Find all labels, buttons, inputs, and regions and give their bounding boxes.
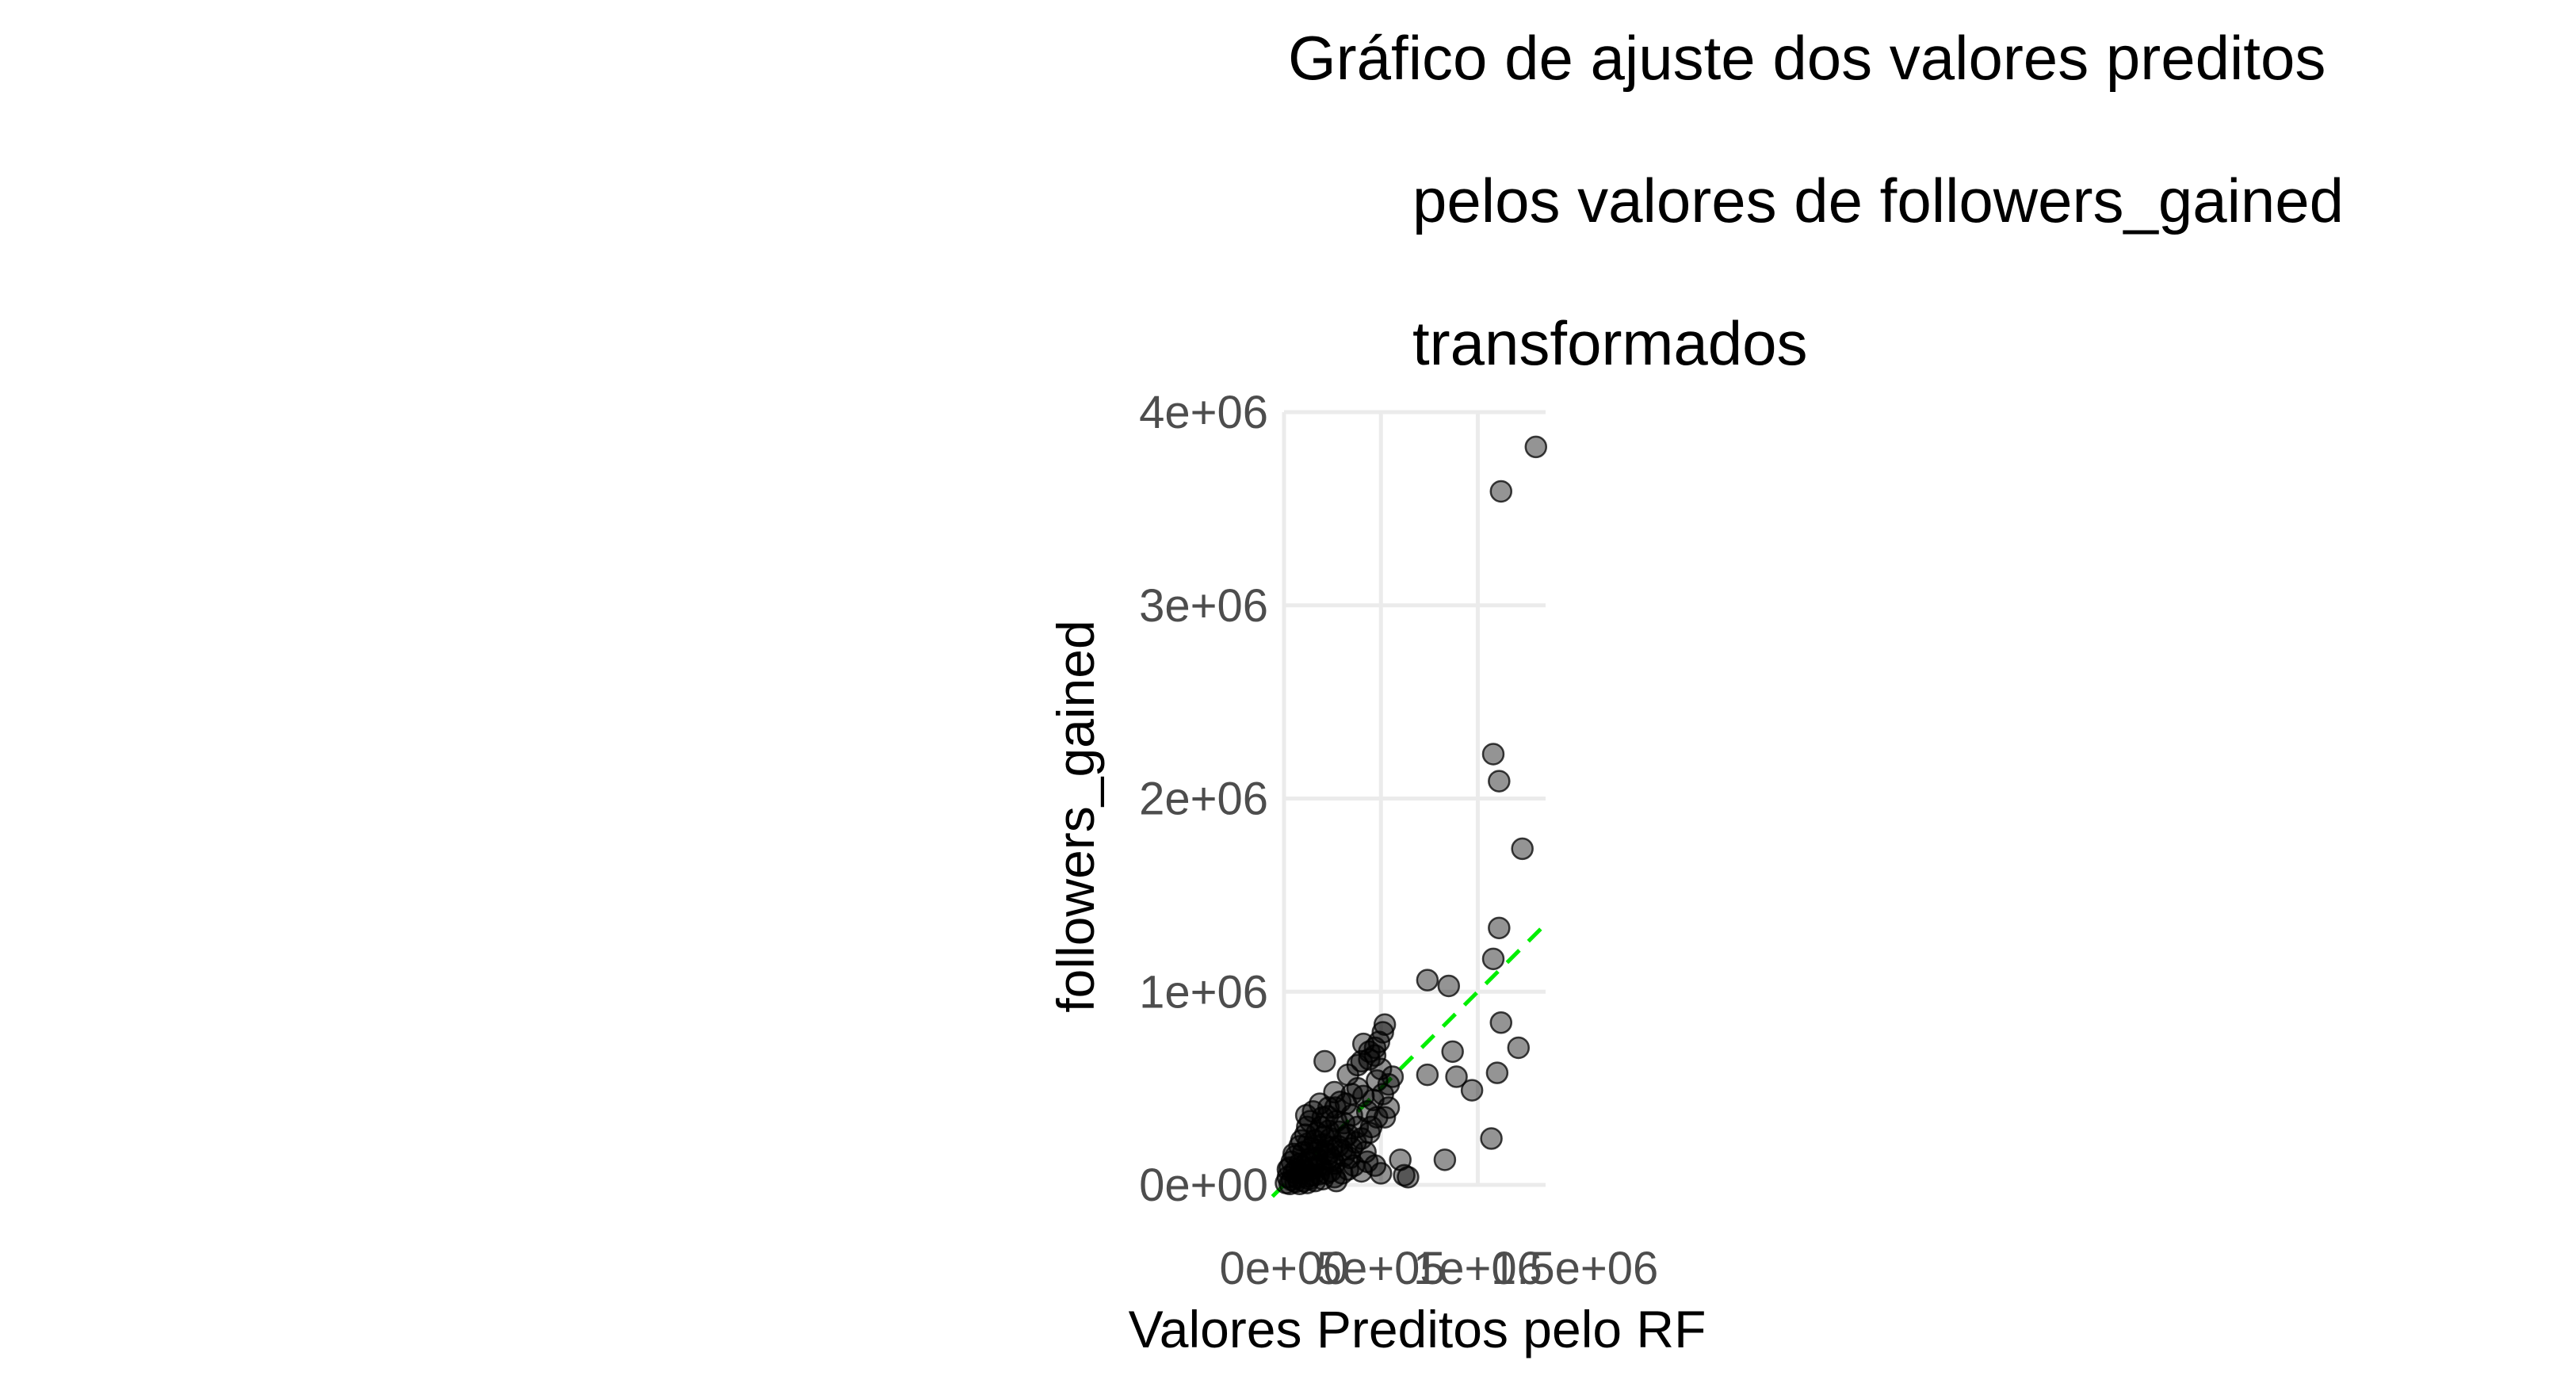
data-point bbox=[1297, 1132, 1320, 1155]
chart-title-line-3: transformados bbox=[1412, 308, 1808, 378]
x-tick-label: 1e+06 bbox=[1413, 1243, 1542, 1294]
data-point bbox=[1381, 1065, 1405, 1088]
y-axis-title: followers_gained bbox=[1046, 620, 1105, 1012]
data-point bbox=[1313, 1049, 1336, 1073]
chart-title-line-2: pelos valores de followers_gained bbox=[1412, 166, 2344, 235]
data-point bbox=[1324, 1096, 1347, 1119]
x-axis-title: Valores Preditos pelo RF bbox=[1129, 1300, 1707, 1358]
data-point bbox=[1397, 1166, 1420, 1189]
data-point bbox=[1488, 770, 1511, 793]
chart-title: Gráfico de ajuste dos valores preditos p… bbox=[1288, 23, 2344, 378]
data-point bbox=[1371, 1083, 1394, 1106]
data-point bbox=[1340, 1083, 1363, 1106]
data-point bbox=[1507, 1036, 1531, 1060]
data-point bbox=[1373, 1013, 1397, 1036]
y-tick-label: 2e+06 bbox=[1139, 774, 1268, 825]
data-point bbox=[1489, 1011, 1513, 1034]
data-point bbox=[1373, 1106, 1397, 1129]
y-tick-label: 3e+06 bbox=[1139, 580, 1268, 632]
data-point bbox=[1350, 1049, 1374, 1073]
data-point bbox=[1333, 1126, 1357, 1149]
grid bbox=[1282, 410, 1546, 1187]
data-point bbox=[1488, 916, 1511, 940]
y-tick-label: 4e+06 bbox=[1139, 387, 1268, 438]
data-point bbox=[1481, 947, 1505, 971]
x-tick-label: 0e+00 bbox=[1220, 1243, 1349, 1294]
data-point bbox=[1485, 1061, 1509, 1084]
y-tick-label: 1e+06 bbox=[1139, 966, 1268, 1018]
data-point bbox=[1315, 1162, 1339, 1185]
data-point bbox=[1481, 743, 1505, 766]
data-point bbox=[1433, 1148, 1457, 1171]
data-point bbox=[1416, 969, 1439, 992]
data-point bbox=[1355, 1150, 1379, 1173]
data-point bbox=[1460, 1079, 1484, 1102]
data-point bbox=[1441, 1040, 1464, 1064]
data-point bbox=[1480, 1127, 1503, 1150]
data-point bbox=[1294, 1104, 1318, 1127]
data-point bbox=[1524, 435, 1548, 459]
y-tick-label: 0e+00 bbox=[1139, 1160, 1268, 1211]
data-point bbox=[1294, 1123, 1317, 1146]
points-layer bbox=[1275, 435, 1548, 1196]
data-point bbox=[1511, 837, 1534, 861]
chart-title-line-1: Gráfico de ajuste dos valores preditos bbox=[1288, 23, 2326, 93]
y-axis-ticks: 0e+00 1e+06 2e+06 3e+06 4e+06 bbox=[1139, 387, 1268, 1211]
data-point bbox=[1285, 1158, 1309, 1181]
data-point bbox=[1437, 974, 1461, 998]
x-tick-label: 5e+05 bbox=[1317, 1243, 1446, 1294]
data-point bbox=[1445, 1065, 1468, 1088]
x-tick-label: 1.5e+06 bbox=[1491, 1243, 1658, 1294]
data-point bbox=[1489, 480, 1513, 503]
data-point bbox=[1416, 1063, 1439, 1087]
